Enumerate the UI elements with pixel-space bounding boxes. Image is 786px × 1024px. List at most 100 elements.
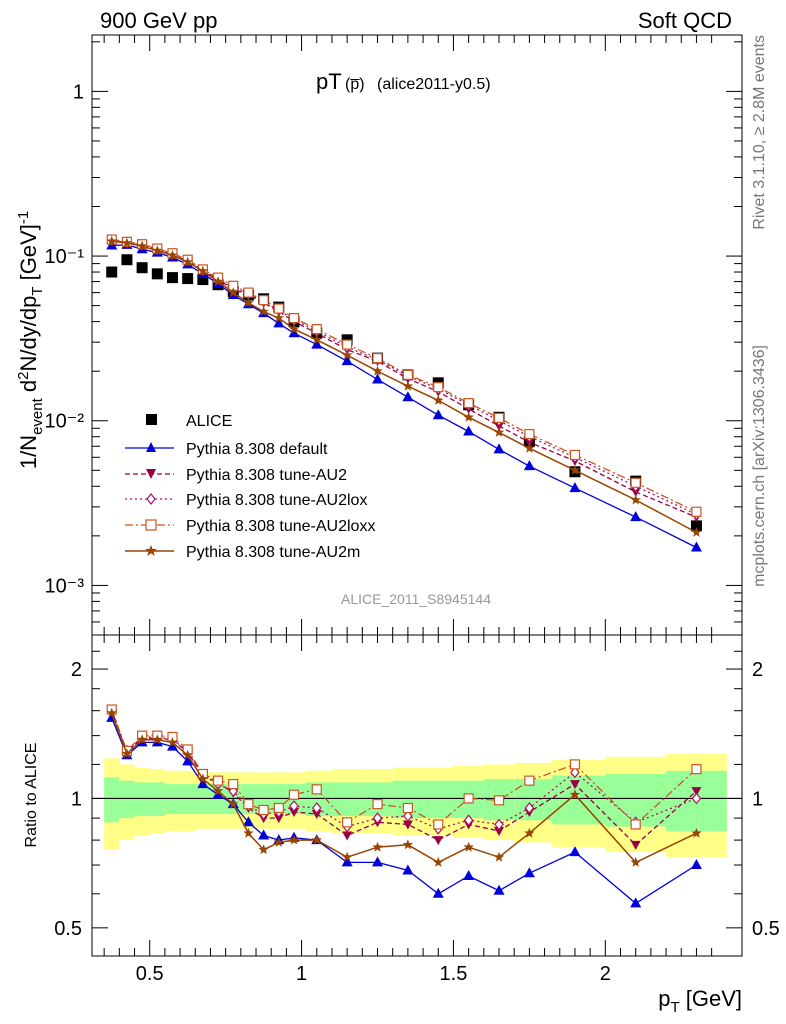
point-au2m bbox=[630, 494, 641, 505]
ratio-point-au2m bbox=[288, 834, 300, 845]
ratio-point-default bbox=[258, 829, 270, 840]
point-au2loxx bbox=[402, 369, 413, 380]
ratio-point-au2loxx bbox=[433, 819, 444, 830]
point-default bbox=[402, 391, 414, 402]
point-default bbox=[311, 338, 323, 349]
point-au2m bbox=[569, 464, 581, 475]
plot-title: pT (p̅) (alice2011-y0.5) bbox=[316, 69, 491, 94]
point-default bbox=[273, 317, 285, 328]
ratio-point-au2lox bbox=[494, 818, 504, 831]
point-data bbox=[136, 262, 148, 274]
ratio-point-au2 bbox=[311, 810, 322, 820]
point-default bbox=[523, 460, 535, 471]
point-au2loxx bbox=[311, 324, 322, 335]
point-au2m bbox=[273, 312, 284, 323]
ratio-point-au2loxx bbox=[273, 802, 284, 814]
point-au2 bbox=[630, 487, 641, 497]
ratio-point-au2m bbox=[433, 856, 444, 867]
watermark: ALICE_2011_S8945144 bbox=[341, 591, 491, 607]
main-ticks: 10⁻³ 10⁻² 10⁻¹ 1 bbox=[45, 41, 742, 636]
ratio-panel: 0.5 0.5 1 1 2 2 Ratio to ALICE bbox=[23, 634, 780, 957]
ratio-point-au2m bbox=[197, 773, 209, 784]
point-au2m bbox=[402, 380, 414, 391]
point-data bbox=[106, 266, 118, 278]
ratio-point-default bbox=[493, 884, 505, 895]
point-default bbox=[630, 511, 642, 522]
ratio-point-au2lox bbox=[570, 766, 580, 779]
x-axis-label: pT [GeV] bbox=[658, 986, 742, 1016]
ratio-point-au2loxx bbox=[228, 778, 239, 790]
ratio-point-au2m bbox=[372, 841, 383, 852]
ratio-point-au2m bbox=[273, 836, 284, 847]
ratio-tick-label-right: 0.5 bbox=[752, 918, 780, 940]
ratio-point-au2m bbox=[152, 734, 163, 745]
legend-label-au2lox: Pythia 8.308 tune-AU2lox bbox=[186, 492, 367, 509]
point-au2loxx bbox=[433, 382, 444, 393]
ratio-band-inner bbox=[149, 782, 165, 817]
ratio-point-au2m bbox=[311, 834, 322, 845]
point-default bbox=[463, 425, 475, 436]
ratio-point-au2loxx bbox=[311, 784, 322, 795]
point-au2m bbox=[288, 323, 300, 334]
plot-title-main: pT bbox=[316, 69, 342, 94]
ratio-line-au2 bbox=[111, 710, 697, 846]
point-default bbox=[432, 409, 444, 420]
ratio-point-au2m bbox=[121, 748, 133, 759]
point-default bbox=[341, 355, 353, 366]
point-default bbox=[372, 373, 384, 384]
ratio-band-inner bbox=[134, 782, 150, 817]
ratio-point-au2loxx bbox=[288, 789, 300, 800]
point-au2loxx bbox=[691, 506, 702, 517]
x-tick-label: 1.5 bbox=[440, 963, 468, 985]
ratio-point-au2loxx bbox=[212, 775, 224, 786]
point-au2m bbox=[197, 265, 209, 276]
ratio-point-default bbox=[197, 778, 209, 789]
legend: ALICE Pythia 8.308 default Pythia 8.308 … bbox=[125, 413, 375, 561]
ratio-point-default bbox=[630, 897, 642, 908]
ratio-point-default bbox=[372, 856, 384, 867]
point-au2loxx bbox=[463, 397, 474, 409]
ratio-point-default bbox=[182, 755, 194, 766]
ratio-band-inner bbox=[104, 777, 120, 823]
ratio-point-au2 bbox=[342, 831, 353, 841]
ratio-point-au2m bbox=[691, 827, 702, 838]
ratio-point-au2lox bbox=[463, 814, 474, 827]
ratio-point-au2m bbox=[182, 749, 193, 760]
ratio-point-au2m bbox=[167, 736, 178, 747]
ratio-point-au2 bbox=[433, 836, 444, 846]
ratio-point-au2 bbox=[402, 820, 413, 830]
ratio-point-au2m bbox=[136, 734, 148, 745]
ratio-ticks: 0.5 0.5 1 1 2 2 bbox=[54, 650, 780, 940]
point-au2m bbox=[182, 256, 193, 267]
legend-marker-au2 bbox=[146, 469, 156, 479]
ratio-point-au2loxx bbox=[258, 804, 269, 816]
main-series bbox=[106, 234, 702, 552]
ratio-point-au2 bbox=[569, 780, 580, 790]
ratio-point-au2m bbox=[243, 827, 254, 838]
ratio-point-au2 bbox=[273, 814, 284, 824]
ratio-point-default bbox=[341, 856, 353, 867]
header-right: Soft QCD bbox=[638, 8, 732, 33]
ratio-point-au2m bbox=[106, 707, 117, 718]
y-tick-label: 10⁻³ bbox=[45, 575, 85, 597]
ratio-point-au2loxx bbox=[524, 775, 535, 786]
point-au2m bbox=[167, 249, 178, 260]
point-data bbox=[151, 268, 163, 280]
point-au2m bbox=[136, 240, 148, 251]
point-au2loxx bbox=[630, 477, 641, 488]
legend-marker-data bbox=[146, 414, 157, 425]
y-tick-label: 1 bbox=[73, 81, 84, 103]
mcplots-text: mcplots.cern.ch [arXiv:1306.3436] bbox=[751, 345, 768, 587]
ratio-point-au2loxx bbox=[630, 819, 641, 830]
point-au2m bbox=[228, 287, 239, 298]
ratio-point-au2lox bbox=[403, 810, 413, 823]
ratio-point-default bbox=[242, 816, 254, 827]
ratio-point-au2lox bbox=[372, 812, 383, 825]
point-default bbox=[493, 443, 505, 454]
header-left: 900 GeV pp bbox=[100, 8, 217, 33]
point-default bbox=[690, 541, 702, 552]
point-au2m bbox=[243, 297, 254, 308]
ratio-point-default bbox=[212, 788, 224, 799]
point-au2m bbox=[212, 276, 224, 286]
